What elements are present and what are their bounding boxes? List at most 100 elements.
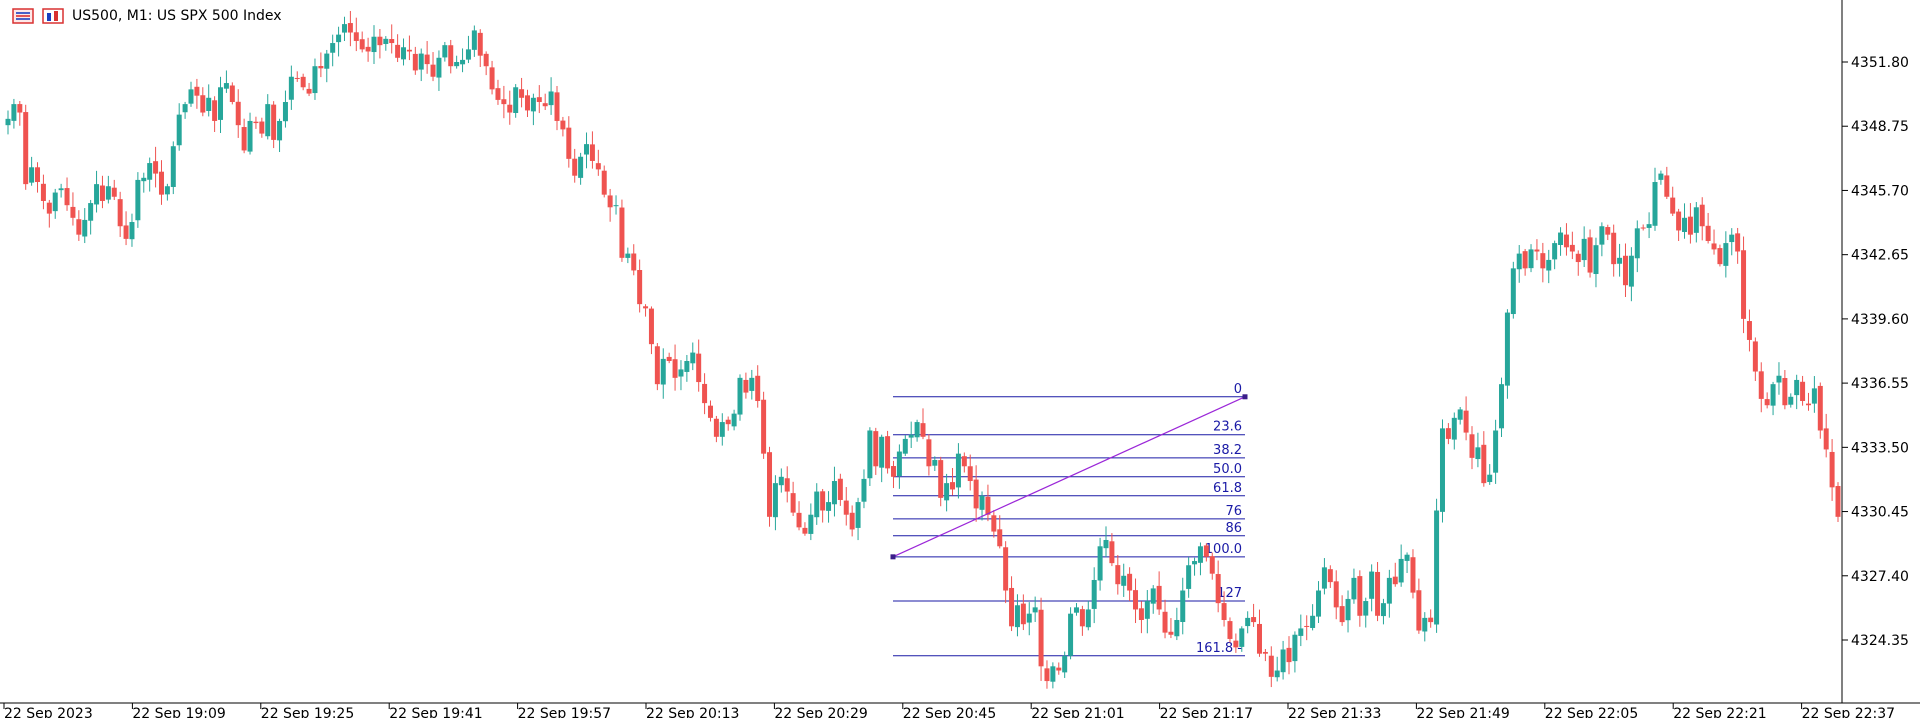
candle (1351, 568, 1357, 604)
y-tick-label: 4330.45 (1851, 505, 1909, 521)
candle (542, 93, 548, 110)
candle-body (607, 195, 613, 208)
candle-body (648, 308, 654, 345)
candle (1528, 244, 1534, 273)
candle-body (501, 99, 507, 105)
candle (619, 199, 625, 262)
fibonacci-retracement[interactable]: 0 23.6 38.2 50.0 61.8 76 86 100.0 127 161.8 - (893, 382, 1245, 657)
candle (1617, 243, 1623, 277)
candle-body (70, 206, 76, 218)
candle-body (536, 97, 542, 103)
candle-body (1593, 245, 1599, 275)
candle-body (164, 186, 170, 195)
candle (448, 39, 454, 74)
candle (572, 148, 578, 183)
y-tick-label: 4339.60 (1851, 312, 1909, 328)
candle-body (524, 95, 530, 111)
candle-body (395, 44, 401, 58)
candle (1445, 423, 1451, 445)
candle-body (784, 478, 790, 492)
candle (46, 199, 52, 228)
candle-body (1811, 388, 1817, 404)
candle-body (1605, 227, 1611, 235)
candle-body (1622, 255, 1628, 286)
candle (1428, 609, 1434, 628)
candle (1162, 599, 1168, 639)
candle-body (1475, 447, 1481, 460)
candle (1746, 309, 1752, 352)
candle-body (613, 205, 619, 207)
candle (1705, 212, 1711, 244)
candle-body (885, 436, 891, 469)
candle (1097, 537, 1103, 591)
candle-body (684, 361, 690, 372)
candle-body (666, 356, 672, 362)
fibonacci-trendline[interactable] (890, 394, 1248, 560)
candle-body (318, 66, 324, 69)
candle-body (46, 202, 52, 214)
candle-body (158, 171, 164, 195)
candle (164, 183, 170, 201)
candle-body (324, 53, 330, 69)
candle (182, 101, 188, 119)
candle (377, 29, 383, 59)
candle-body (1628, 255, 1634, 287)
candle-body (1687, 216, 1693, 235)
candle (607, 188, 613, 222)
chart-type-icon[interactable] (42, 8, 64, 24)
candle-body (1664, 175, 1670, 197)
candle (1646, 212, 1652, 239)
candle (336, 26, 342, 57)
candle (1823, 413, 1829, 458)
candle (1416, 578, 1422, 634)
candle-body (1115, 565, 1121, 585)
candle-body (359, 39, 365, 50)
candle (247, 112, 253, 155)
candle (58, 183, 64, 198)
candle-body (170, 146, 176, 187)
candle (713, 415, 719, 443)
candle-body (94, 184, 100, 205)
candle (99, 175, 105, 209)
candle (1481, 431, 1487, 487)
candle-body (1558, 232, 1564, 245)
candle-body (1380, 603, 1386, 617)
candle-body (1741, 250, 1747, 319)
candle (991, 510, 997, 538)
candle (40, 174, 46, 210)
candle (772, 475, 778, 531)
candle (424, 41, 430, 74)
candle-body (1646, 224, 1652, 228)
candle-body (1227, 621, 1233, 639)
candle (802, 522, 808, 536)
candle (1764, 392, 1770, 409)
candle-body (448, 45, 454, 67)
candle (1676, 208, 1682, 241)
chart-menu-icon[interactable] (12, 8, 34, 24)
candle (70, 192, 76, 226)
candle-body (678, 369, 684, 377)
candle (696, 339, 702, 392)
candle-body (1026, 613, 1032, 623)
candle-body (1434, 510, 1440, 625)
candle (1321, 558, 1327, 595)
candle (867, 427, 873, 486)
candle-body (1770, 384, 1776, 406)
candle-body (1735, 233, 1741, 252)
candle (979, 491, 985, 521)
candle-body (35, 167, 41, 183)
candle-body (271, 104, 277, 140)
candle (111, 179, 117, 201)
candle-body (696, 353, 702, 383)
candle-body (141, 177, 147, 182)
candle (170, 141, 176, 195)
candle (507, 90, 513, 125)
candle (613, 195, 619, 215)
candle-body (1333, 581, 1339, 608)
candle (218, 76, 224, 134)
x-tick-label: 22 Sep 20:13 (646, 706, 739, 718)
candle-body (654, 346, 660, 385)
candle-body (1504, 312, 1510, 386)
